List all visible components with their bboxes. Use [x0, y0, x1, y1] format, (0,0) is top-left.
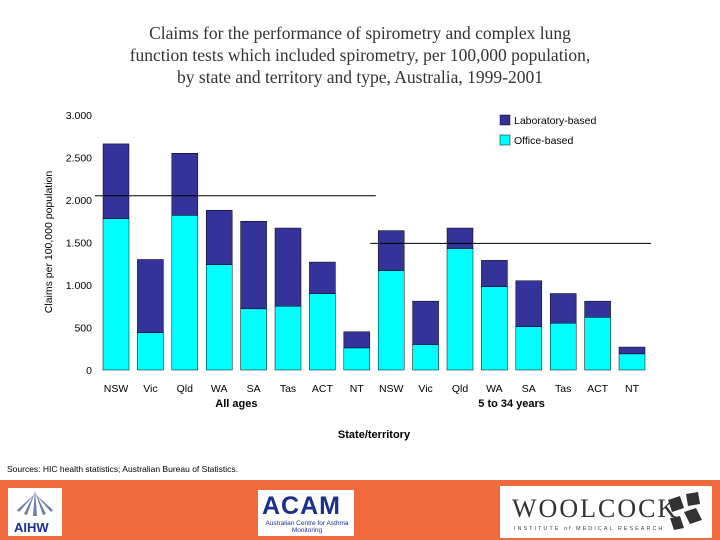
x-tick-label: Vic: [143, 383, 157, 395]
chart-title: Claims for the performance of spirometry…: [20, 22, 700, 88]
bar-office-based: [240, 308, 267, 371]
woolcock-logo-subtitle: INSTITUTE of MEDICAL RESEARCH: [514, 526, 665, 532]
acam-logo: ACAM Australian Centre for Asthma Monito…: [258, 490, 354, 536]
bar-office-based: [102, 218, 130, 371]
y-tick-label: 0: [86, 365, 92, 377]
bar-office-based: [377, 270, 405, 371]
bar-laboratory-based: [481, 260, 508, 287]
x-tick-label: WA: [486, 383, 503, 395]
x-tick-label: SA: [247, 383, 261, 395]
y-tick-label: 3.000: [66, 110, 92, 122]
group-label: All ages: [215, 398, 257, 410]
x-tick-label: Tas: [280, 383, 296, 395]
bar-laboratory-based: [412, 300, 439, 345]
bar-laboratory-based: [515, 280, 543, 327]
bar-office-based: [274, 306, 302, 371]
stacked-bar-chart: 0 500 1.000 1.500 2.000 2.500 3.000 Claims per …: [43, 110, 651, 441]
acam-logo-subtitle: Australian Centre for Asthma Monitoring: [265, 520, 349, 534]
x-axis-label: State/territory: [338, 429, 411, 441]
y-axis-label: Claims per 100,000 population: [43, 171, 55, 314]
bar-laboratory-based: [240, 221, 267, 310]
x-tick-label: ACT: [312, 383, 334, 395]
legend-label-office-based: Office-based: [514, 135, 573, 147]
bar-laboratory-based: [618, 346, 646, 355]
legend-swatch-office-based: [499, 134, 511, 146]
bar-office-based: [618, 353, 646, 371]
x-tick-label: Qld: [452, 383, 469, 395]
bar-laboratory-based: [343, 331, 371, 349]
y-tick-label: 1.000: [66, 280, 92, 292]
x-tick-label: Tas: [555, 383, 571, 395]
bar-laboratory-based: [102, 143, 130, 219]
y-tick-label: 2.500: [66, 153, 92, 165]
x-tick-label: NSW: [379, 383, 404, 395]
bar-office-based: [309, 293, 336, 371]
bar-laboratory-based: [309, 261, 336, 294]
bar-office-based: [205, 264, 233, 371]
acam-logo-text: ACAM: [262, 492, 341, 520]
bar-office-based: [584, 317, 611, 371]
chart-title-line-2: function tests which included spirometry…: [129, 45, 591, 65]
bar-laboratory-based: [274, 227, 302, 307]
bar-office-based: [137, 332, 164, 371]
aihw-logo-text: AIHW: [14, 520, 49, 535]
legend-label-laboratory-based: Laboratory-based: [514, 115, 596, 127]
legend-swatch-laboratory-based: [499, 114, 511, 126]
bar-laboratory-based: [171, 153, 199, 216]
woolcock-emblem-icon: [668, 492, 702, 530]
x-tick-label: NT: [350, 383, 365, 395]
bar-laboratory-based: [584, 300, 611, 318]
y-tick-label: 2.000: [66, 195, 92, 207]
bar-laboratory-based: [377, 230, 405, 271]
chart-title-line-1: Claims for the performance of spirometry…: [149, 23, 571, 43]
aihw-logo: AIHW: [8, 488, 62, 536]
x-tick-label: Vic: [418, 383, 432, 395]
bar-laboratory-based: [549, 293, 577, 324]
bar-office-based: [171, 215, 199, 371]
x-tick-label: NT: [625, 383, 640, 395]
x-tick-label: WA: [211, 383, 228, 395]
x-tick-label: ACT: [587, 383, 609, 395]
bar-laboratory-based: [205, 209, 233, 265]
bar-laboratory-based: [446, 227, 474, 249]
x-tick-label: SA: [522, 383, 536, 395]
x-tick-label: NSW: [104, 383, 129, 395]
bar-laboratory-based: [137, 259, 164, 333]
bar-office-based: [412, 344, 439, 371]
bar-office-based: [515, 326, 543, 371]
bar-office-based: [343, 347, 371, 371]
chart-title-line-3: by state and territory and type, Austral…: [177, 67, 543, 87]
group-label: 5 to 34 years: [478, 398, 545, 410]
y-tick-label: 500: [74, 323, 92, 335]
aihw-emblem-icon: [17, 490, 53, 516]
woolcock-logo: WOOLCOCK INSTITUTE of MEDICAL RESEARCH: [500, 486, 712, 538]
footer-banner: AIHW ACAM Australian Centre for Asthma M…: [0, 480, 720, 540]
bar-office-based: [481, 286, 508, 371]
y-tick-label: 1.500: [66, 238, 92, 250]
bar-office-based: [549, 323, 577, 371]
x-tick-label: Qld: [177, 383, 194, 395]
woolcock-logo-text: WOOLCOCK: [512, 494, 679, 523]
bar-office-based: [446, 248, 474, 371]
sources-note: Sources: HIC health statistics; Australi…: [7, 464, 239, 474]
